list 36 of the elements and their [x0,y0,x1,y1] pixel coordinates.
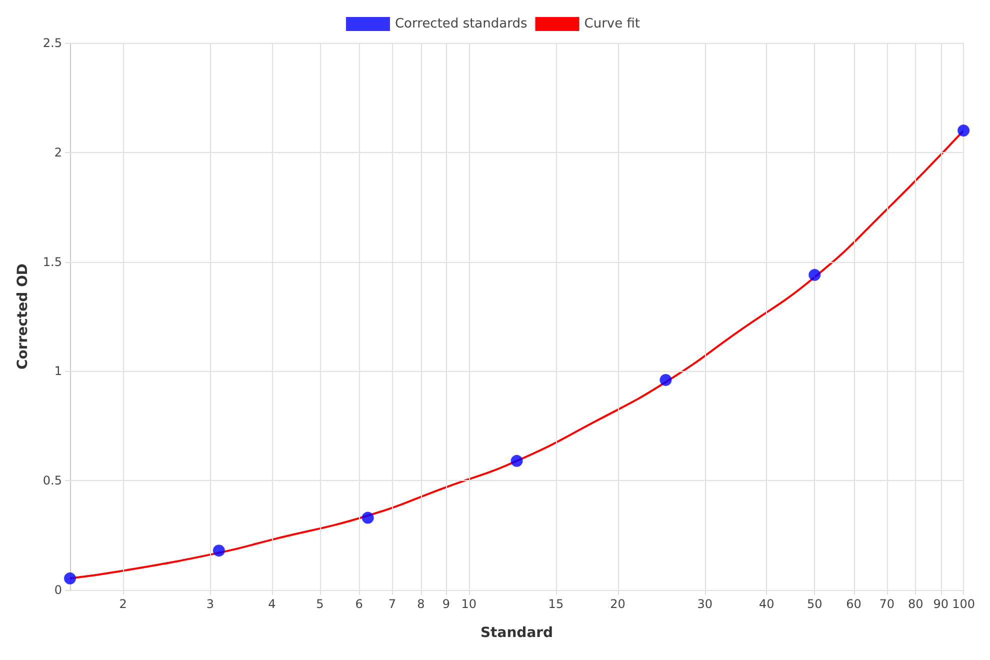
point [362,512,374,524]
x-tick-label: 15 [548,597,564,611]
legend-label: Curve fit [584,16,640,32]
y-tick-label: 2.5 [42,36,62,50]
x-tick-label: 90 [933,597,949,611]
y-axis-title: Corrected OD [15,263,31,370]
y-tick-label: 0.5 [42,474,62,488]
x-tick-label: 80 [908,597,924,611]
y-tick-label: 1 [54,364,62,378]
x-tick-label: 5 [316,597,324,611]
x-tick-label: 50 [806,597,822,611]
x-tick-label: 20 [610,597,626,611]
x-tick-label: 100 [952,597,975,611]
y-tick-label: 2 [54,145,62,160]
point [510,454,523,467]
legend-label: Corrected standards [394,16,528,32]
x-tick-label: 30 [697,597,713,611]
point [808,268,821,281]
x-axis-title: Standard [480,625,554,641]
point [958,124,970,137]
x-tick-label: 40 [759,597,774,611]
x-tick-label: 8 [417,597,425,611]
x-tick-label: 10 [461,597,476,611]
point [212,544,225,557]
x-tick-label: 60 [846,597,862,611]
point [660,374,672,386]
x-tick-label: 4 [268,597,276,611]
x-tick-label: 3 [206,597,214,611]
x-tick-label: 6 [355,597,363,611]
x-tick-label: 2 [119,597,127,611]
point [64,572,76,584]
y-tick-label: 1.5 [42,254,62,269]
y-tick-label: 0 [54,583,62,597]
x-tick-label: 70 [879,597,895,611]
x-tick-label: 7 [388,597,396,611]
x-tick-label: 9 [442,597,450,611]
